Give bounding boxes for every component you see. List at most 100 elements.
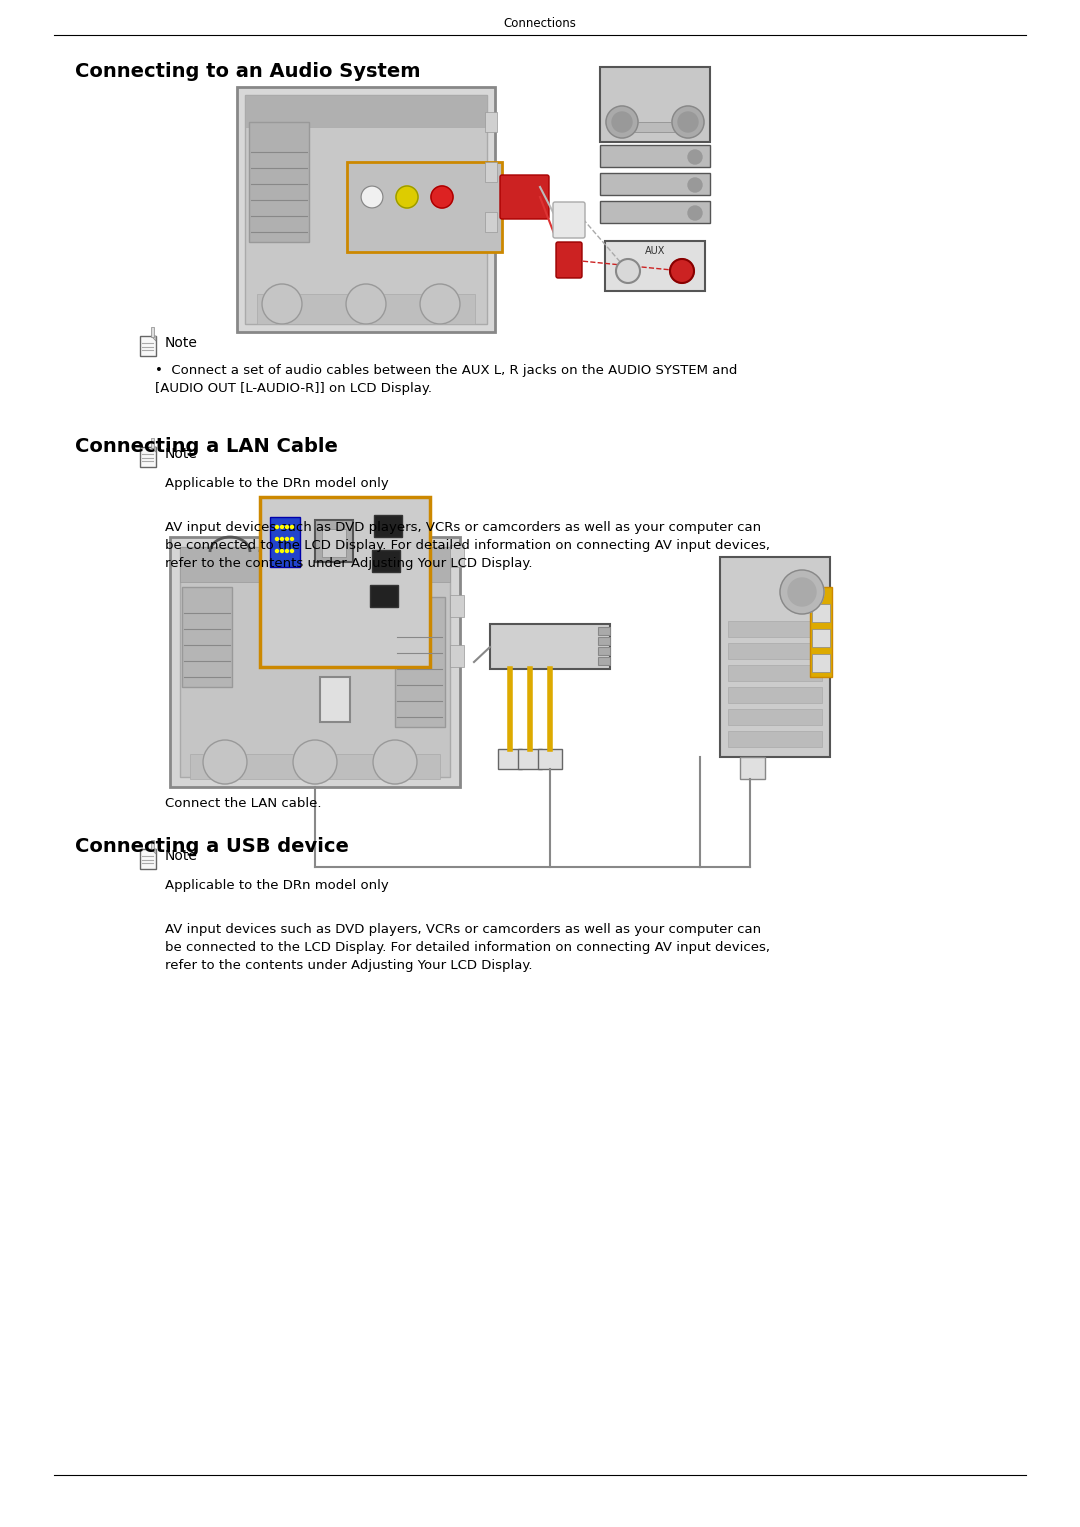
Polygon shape	[151, 336, 156, 341]
FancyBboxPatch shape	[600, 67, 710, 142]
Circle shape	[262, 284, 302, 324]
FancyBboxPatch shape	[151, 438, 154, 447]
FancyBboxPatch shape	[180, 547, 450, 582]
FancyBboxPatch shape	[556, 241, 582, 278]
Circle shape	[396, 186, 418, 208]
FancyBboxPatch shape	[630, 122, 680, 131]
FancyBboxPatch shape	[450, 596, 464, 617]
FancyBboxPatch shape	[151, 327, 154, 337]
FancyBboxPatch shape	[485, 111, 497, 131]
Circle shape	[285, 525, 288, 528]
FancyBboxPatch shape	[245, 95, 487, 324]
Polygon shape	[151, 447, 156, 452]
FancyBboxPatch shape	[260, 496, 430, 667]
FancyBboxPatch shape	[740, 757, 765, 779]
FancyBboxPatch shape	[720, 557, 831, 757]
Text: Connecting to an Audio System: Connecting to an Audio System	[75, 63, 420, 81]
FancyBboxPatch shape	[598, 628, 610, 635]
Circle shape	[281, 538, 283, 541]
Circle shape	[780, 570, 824, 614]
FancyBboxPatch shape	[322, 528, 346, 557]
FancyBboxPatch shape	[450, 545, 464, 567]
Text: AV input devices such as DVD players, VCRs or camcorders as well as your compute: AV input devices such as DVD players, VC…	[165, 521, 770, 570]
Circle shape	[420, 284, 460, 324]
FancyBboxPatch shape	[140, 849, 156, 869]
Text: Connect the LAN cable.: Connect the LAN cable.	[165, 797, 322, 809]
Text: Connections: Connections	[503, 17, 577, 31]
FancyBboxPatch shape	[605, 241, 705, 292]
Circle shape	[203, 741, 247, 783]
FancyBboxPatch shape	[728, 621, 822, 637]
FancyBboxPatch shape	[598, 657, 610, 664]
Circle shape	[361, 186, 383, 208]
FancyBboxPatch shape	[728, 731, 822, 747]
Text: AUX: AUX	[645, 246, 665, 257]
Circle shape	[293, 741, 337, 783]
Text: Applicable to the DRn model only: Applicable to the DRn model only	[165, 476, 389, 490]
Text: Note: Note	[165, 336, 198, 350]
Circle shape	[275, 525, 279, 528]
FancyBboxPatch shape	[257, 295, 475, 324]
FancyBboxPatch shape	[600, 145, 710, 166]
Circle shape	[275, 538, 279, 541]
Circle shape	[291, 525, 294, 528]
FancyBboxPatch shape	[320, 676, 350, 722]
Circle shape	[678, 111, 698, 131]
Circle shape	[291, 538, 294, 541]
FancyBboxPatch shape	[812, 629, 831, 647]
Circle shape	[285, 538, 288, 541]
Circle shape	[431, 186, 453, 208]
Circle shape	[688, 150, 702, 163]
FancyBboxPatch shape	[598, 637, 610, 644]
Circle shape	[616, 260, 640, 282]
FancyBboxPatch shape	[245, 95, 487, 127]
Text: Connecting a USB device: Connecting a USB device	[75, 837, 349, 857]
FancyBboxPatch shape	[450, 644, 464, 667]
Text: (L): (L)	[622, 264, 632, 273]
Circle shape	[688, 206, 702, 220]
FancyBboxPatch shape	[490, 625, 610, 669]
FancyBboxPatch shape	[374, 515, 402, 538]
FancyBboxPatch shape	[370, 585, 399, 608]
Text: Note: Note	[165, 849, 198, 863]
FancyBboxPatch shape	[500, 176, 549, 218]
FancyBboxPatch shape	[553, 202, 585, 238]
Circle shape	[672, 105, 704, 137]
Circle shape	[291, 550, 294, 553]
FancyBboxPatch shape	[140, 447, 156, 467]
FancyBboxPatch shape	[728, 643, 822, 660]
FancyBboxPatch shape	[485, 212, 497, 232]
FancyBboxPatch shape	[395, 597, 445, 727]
Circle shape	[612, 111, 632, 131]
FancyBboxPatch shape	[372, 550, 400, 573]
FancyBboxPatch shape	[190, 754, 440, 779]
FancyBboxPatch shape	[600, 173, 710, 195]
Circle shape	[281, 550, 283, 553]
FancyBboxPatch shape	[140, 336, 156, 356]
FancyBboxPatch shape	[812, 605, 831, 621]
FancyBboxPatch shape	[728, 709, 822, 725]
FancyBboxPatch shape	[249, 122, 309, 241]
FancyBboxPatch shape	[485, 162, 497, 182]
Text: Connecting a LAN Cable: Connecting a LAN Cable	[75, 437, 338, 457]
Circle shape	[373, 741, 417, 783]
Circle shape	[688, 179, 702, 192]
Circle shape	[788, 579, 816, 606]
FancyBboxPatch shape	[498, 750, 522, 770]
FancyBboxPatch shape	[183, 586, 232, 687]
Circle shape	[281, 525, 283, 528]
Circle shape	[670, 260, 694, 282]
FancyBboxPatch shape	[810, 586, 832, 676]
FancyBboxPatch shape	[728, 687, 822, 702]
FancyBboxPatch shape	[812, 654, 831, 672]
FancyBboxPatch shape	[170, 538, 460, 786]
Text: Applicable to the DRn model only: Applicable to the DRn model only	[165, 880, 389, 892]
FancyBboxPatch shape	[518, 750, 542, 770]
FancyBboxPatch shape	[347, 162, 502, 252]
Text: AV input devices such as DVD players, VCRs or camcorders as well as your compute: AV input devices such as DVD players, VC…	[165, 922, 770, 973]
FancyBboxPatch shape	[538, 750, 562, 770]
Circle shape	[606, 105, 638, 137]
Text: Note: Note	[165, 447, 198, 461]
FancyBboxPatch shape	[180, 547, 450, 777]
Circle shape	[285, 550, 288, 553]
